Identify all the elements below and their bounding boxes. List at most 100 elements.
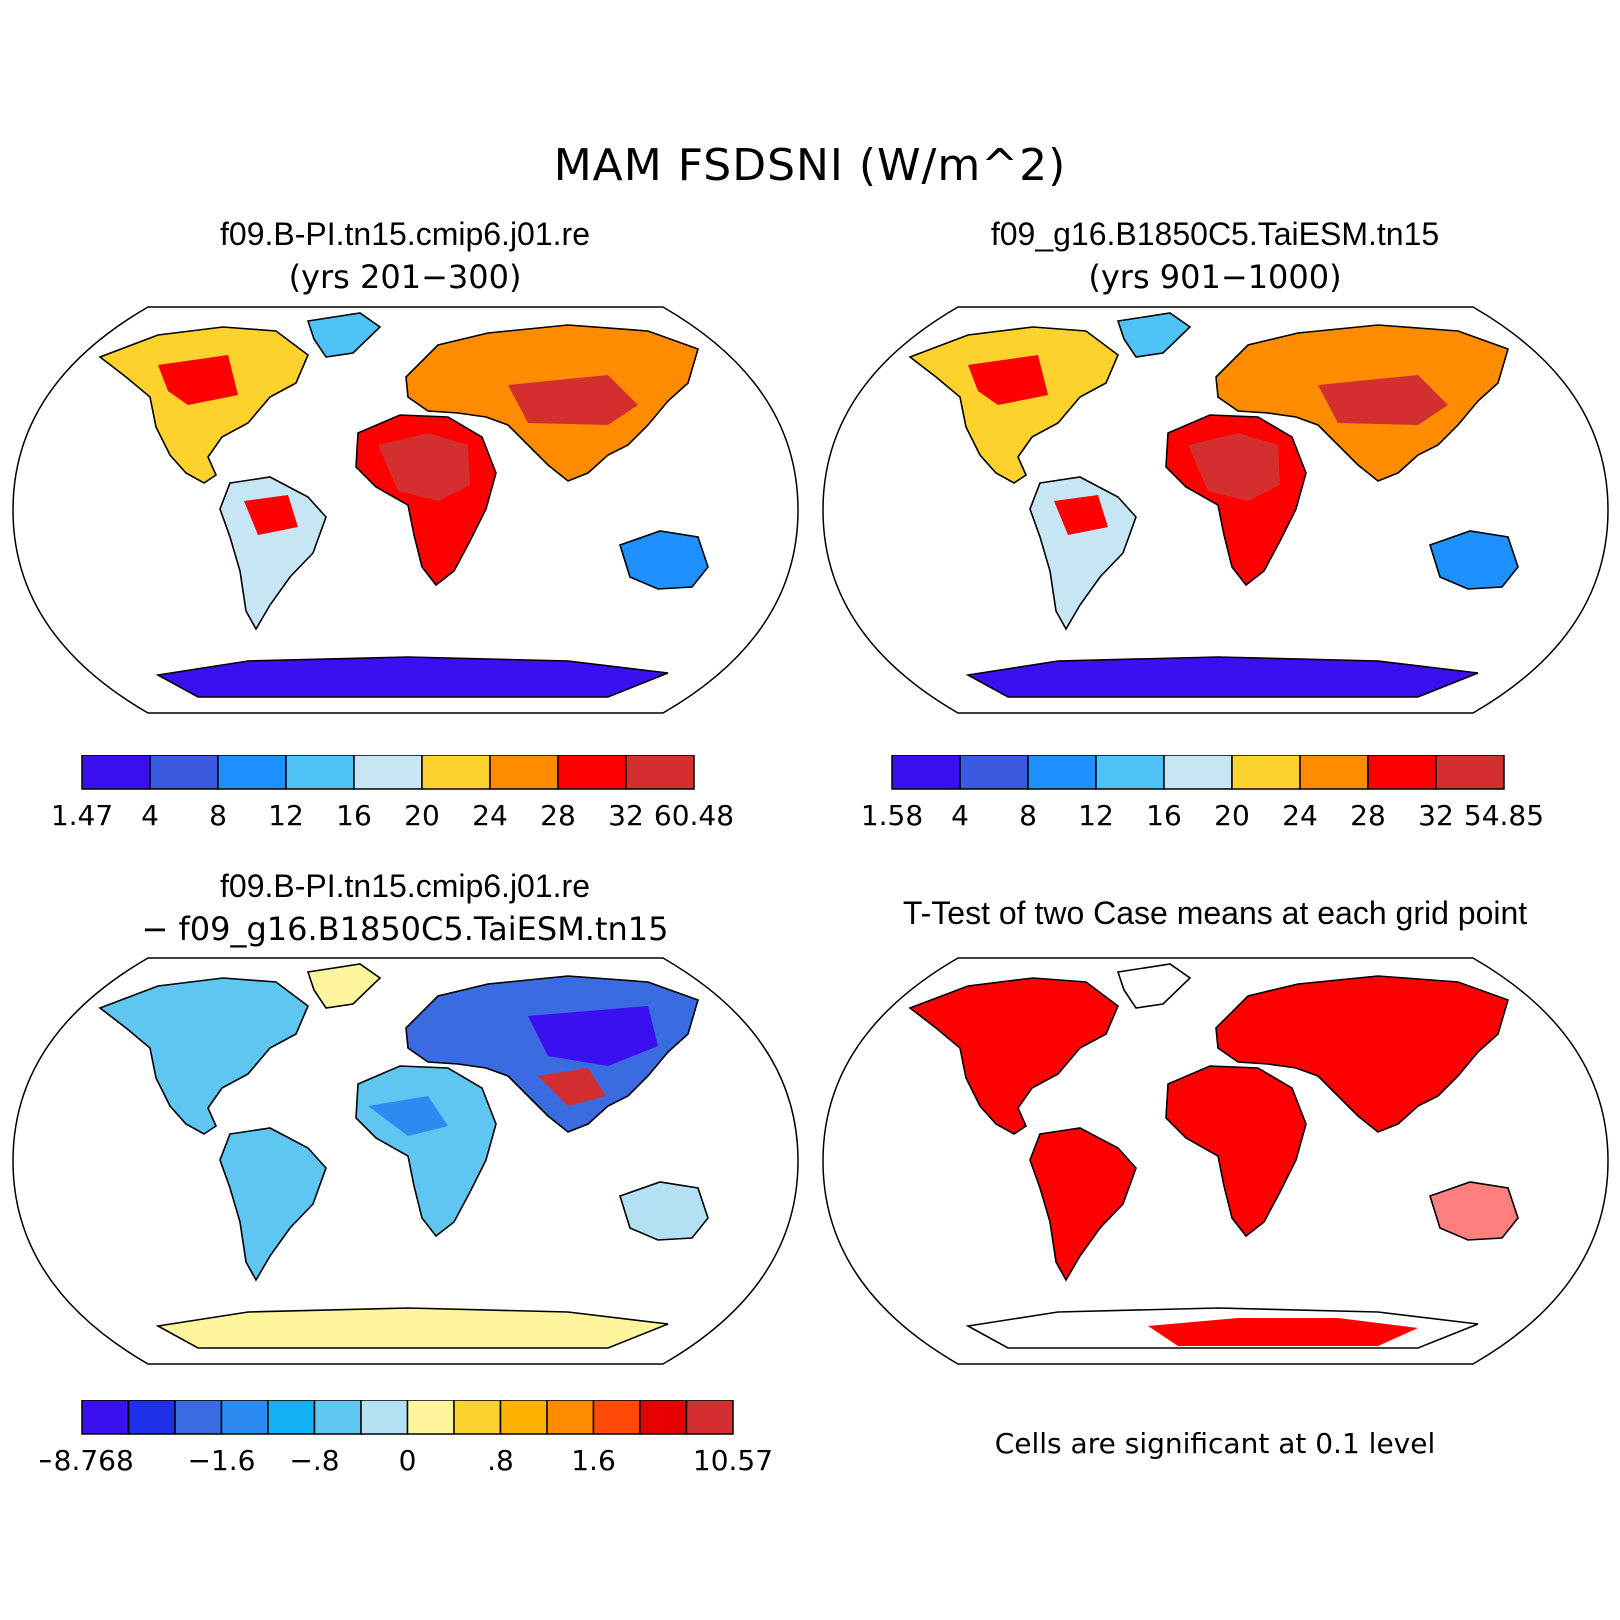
panel2-colorbar: 1.58 4 8 12 16 20 24 28 32 54.85 [861,755,1544,832]
colorbar-tick-label: 8 [1019,799,1037,832]
coast-eurasia [405,975,699,1133]
panel1-map [12,306,799,714]
signif-antarctica [1148,1318,1418,1346]
coast-namerica [908,977,1119,1135]
figure-title: MAM FSDSNI (W/m^2) [553,140,1067,191]
core-namerica [158,355,238,405]
colorbar-box [959,755,1029,790]
coast-antarctica [965,1307,1479,1349]
coast-greenland [306,963,382,1009]
colorbar-box [406,1400,455,1435]
colorbar-box [1435,755,1505,790]
colorbar-tick-label: 32 [608,799,644,832]
colorbar-tick-label: 28 [540,799,576,832]
colorbar-box [1231,755,1301,790]
coast-namerica [908,326,1119,484]
coast-greenland [1116,312,1192,358]
signif-samerica [1030,1128,1136,1280]
colorbar-box [421,755,491,790]
panel4-map [822,957,1609,1365]
core-sahel [368,1096,448,1136]
coast-greenland [306,312,382,358]
colorbar-box [174,1400,223,1435]
colorbar-tick-label: 32 [1418,799,1454,832]
colorbar-tick-label: 1.6 [571,1444,616,1477]
colorbar-tick-label: 24 [472,799,508,832]
colorbar-tick-label: .8 [487,1444,514,1477]
coast-greenland [1116,963,1192,1009]
colorbar-box [557,755,627,790]
colorbar-box [285,755,355,790]
colorbar-box [453,1400,502,1435]
colorbar-box [625,755,695,790]
region-greenland [308,313,380,357]
coast-australia [1429,530,1519,590]
colorbar-tick-label: −8.768 [40,1444,134,1477]
coast-eurasia [1215,324,1509,482]
coast-africa [355,1065,497,1238]
core-sahara [1188,433,1280,501]
core-asia [1318,375,1448,425]
region-namerica [100,327,308,483]
colorbar-tick-label: 4 [141,799,159,832]
colorbar-tick-label: 4 [951,799,969,832]
colorbar-tick-label: 20 [404,799,440,832]
panel3-title: f09.B-PI.tn15.cmip6.j01.re [220,868,590,904]
core-india [538,1068,606,1106]
colorbar-tick-label: −1.6 [188,1444,256,1477]
region-greenland [1118,313,1190,357]
colorbar-box [592,1400,641,1435]
colorbar-tick-label: 1.47 [51,799,113,832]
colorbar-box [1095,755,1165,790]
map-frame [822,957,1609,1365]
coast-australia [1429,1181,1519,1241]
colorbar-tick-label: 10.57 [693,1444,773,1477]
colorbar-box [639,1400,688,1435]
core-amazon [244,495,298,535]
panel3-map [12,957,799,1365]
colorbar-tick-label: 8 [209,799,227,832]
region-antarctica [158,1308,668,1348]
colorbar-box [81,755,151,790]
signif-namerica [910,978,1118,1134]
colorbar-box [217,755,287,790]
colorbar-box [1299,755,1369,790]
coast-africa [1165,1065,1307,1238]
region-namerica [910,327,1118,483]
coast-antarctica [155,1307,669,1349]
region-antarctica [158,657,668,697]
core-asia [508,375,638,425]
map-frame [822,306,1609,714]
panel2-title: f09_g16.B1850C5.TaiESM.tn15 [990,216,1440,252]
colorbar-box [81,1400,130,1435]
region-australia [1430,531,1518,589]
colorbar-tick-label: 16 [1146,799,1182,832]
map-frame [12,957,799,1365]
region-namerica [100,978,308,1134]
coast-eurasia [405,324,699,482]
colorbar-box [220,1400,269,1435]
colorbar-tick-label: 0 [399,1444,417,1477]
region-greenland [308,964,380,1008]
colorbar-box [149,755,219,790]
colorbar-tick-label: 54.85 [1464,799,1544,832]
region-antarctica [968,657,1478,697]
colorbar-tick-label: 1.58 [861,799,923,832]
colorbar-box [360,1400,409,1435]
coast-samerica [1029,1127,1137,1282]
coast-namerica [98,326,309,484]
colorbar-box [1367,755,1437,790]
coast-antarctica [155,656,669,698]
coast-eurasia [1215,975,1509,1133]
region-samerica [220,477,326,629]
colorbar-box [499,1400,548,1435]
coast-samerica [219,476,327,631]
colorbar-box [313,1400,362,1435]
colorbar-box [1163,755,1233,790]
colorbar-box [1027,755,1097,790]
coast-australia [619,1181,709,1241]
region-africa [356,1066,496,1236]
colorbar-tick-label: 20 [1214,799,1250,832]
colorbar-tick-label: 60.48 [654,799,734,832]
core-namerica [968,355,1048,405]
